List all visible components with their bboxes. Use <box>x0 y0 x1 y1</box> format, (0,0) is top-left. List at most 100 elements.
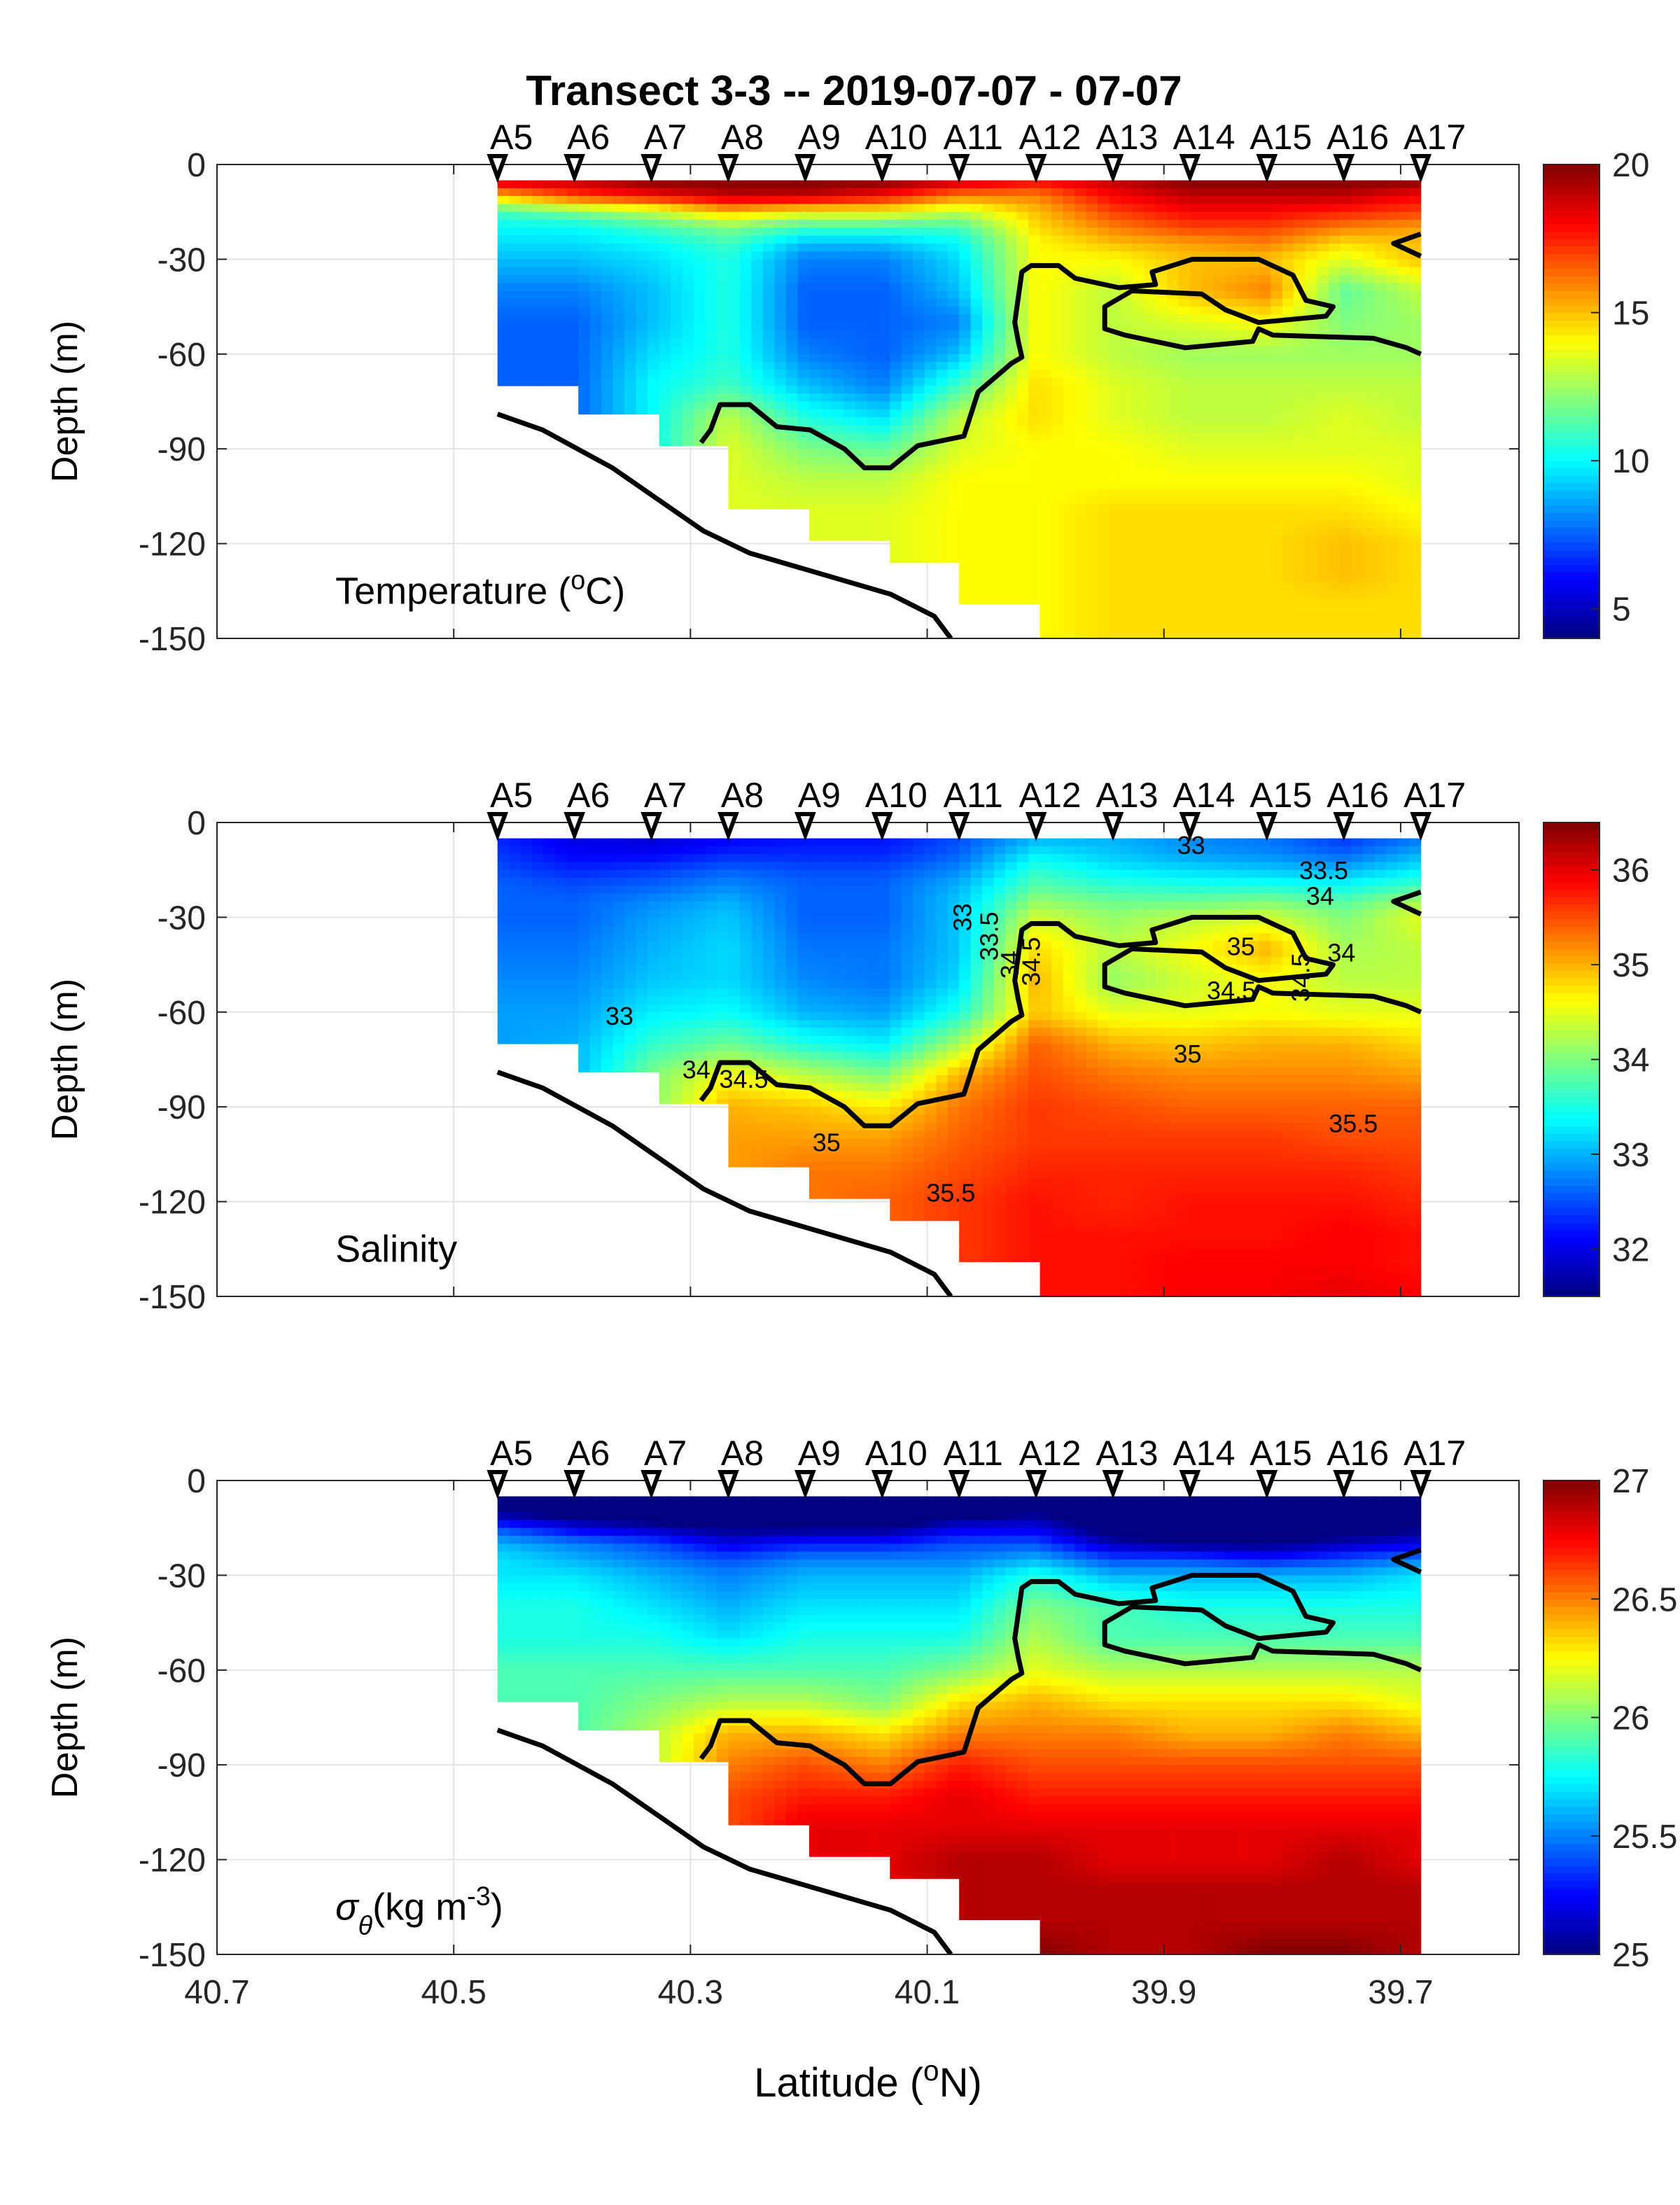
heatmap-cell <box>774 346 787 355</box>
heatmap-cell <box>924 519 937 528</box>
heatmap-cell <box>1363 559 1376 568</box>
heatmap-cell <box>705 243 718 252</box>
heatmap-cell <box>913 346 925 355</box>
heatmap-cell <box>970 417 983 426</box>
heatmap-cell <box>855 290 867 300</box>
heatmap-cell <box>1051 314 1064 323</box>
heatmap-cell <box>566 235 579 244</box>
heatmap-cell <box>890 211 902 220</box>
heatmap-cell <box>867 211 879 220</box>
heatmap-cell <box>924 243 937 252</box>
heatmap-cell <box>682 298 694 307</box>
heatmap-cell <box>785 188 798 197</box>
heatmap-cell <box>774 251 787 260</box>
heatmap-cell <box>1305 622 1317 631</box>
heatmap-cell <box>993 338 1006 347</box>
heatmap-cell <box>694 211 706 220</box>
heatmap-cell <box>1317 440 1329 449</box>
heatmap-cell <box>636 878 648 886</box>
heatmap-cell <box>648 869 660 878</box>
heatmap-cell <box>855 504 867 513</box>
heatmap-cell <box>1132 559 1144 568</box>
colorbar-step <box>1544 216 1600 225</box>
heatmap-cell <box>694 1020 706 1028</box>
heatmap-cell <box>1074 433 1087 442</box>
heatmap-cell <box>589 267 602 276</box>
heatmap-cell <box>890 227 902 237</box>
heatmap-cell <box>832 1130 844 1139</box>
heatmap-cell <box>1409 464 1422 473</box>
heatmap-cell <box>555 251 568 260</box>
heatmap-cell <box>1086 567 1098 576</box>
heatmap-cell <box>797 956 810 965</box>
heatmap-cell <box>820 322 833 331</box>
heatmap-cell <box>751 972 764 981</box>
heatmap-cell <box>832 393 844 402</box>
heatmap-cell <box>555 965 568 973</box>
heatmap-cell <box>1351 567 1364 576</box>
heatmap-cell <box>901 512 913 521</box>
heatmap-cell <box>1282 298 1294 307</box>
heatmap-cell <box>1155 409 1168 418</box>
heatmap-cell <box>1074 354 1087 363</box>
heatmap-cell <box>671 980 683 989</box>
heatmap-cell <box>566 869 579 878</box>
heatmap-cell <box>671 354 683 363</box>
heatmap-cell <box>1236 630 1248 638</box>
heatmap-cell <box>1109 180 1121 189</box>
heatmap-cell <box>751 227 764 237</box>
heatmap-cell <box>1317 401 1329 410</box>
heatmap-cell <box>1247 377 1260 386</box>
heatmap-cell <box>1224 536 1237 545</box>
heatmap-cell <box>520 290 533 300</box>
heatmap-cell <box>1270 235 1283 244</box>
heatmap-cell <box>497 235 510 244</box>
heatmap-cell <box>832 980 844 989</box>
axes-box <box>216 164 1520 639</box>
heatmap-cell <box>1270 417 1283 426</box>
heatmap-cell <box>808 1028 821 1037</box>
heatmap-cell <box>1028 290 1041 300</box>
heatmap-cell <box>808 1170 821 1179</box>
heatmap-cell <box>762 464 775 473</box>
heatmap-cell <box>520 354 533 363</box>
heatmap-cell <box>1155 425 1168 434</box>
heatmap-cell <box>1201 449 1214 458</box>
heatmap-cell <box>797 1122 810 1131</box>
heatmap-cell <box>1282 409 1294 418</box>
heatmap-cell <box>1305 204 1317 213</box>
heatmap-cell <box>1386 322 1399 331</box>
heatmap-cell <box>844 267 856 276</box>
heatmap-cell <box>497 307 510 315</box>
heatmap-cell <box>785 377 798 386</box>
heatmap-cell <box>924 472 937 481</box>
heatmap-cell <box>1397 480 1410 489</box>
heatmap-cell <box>785 227 798 237</box>
heatmap-cell <box>520 917 533 926</box>
colorbar-tick-label: 10 <box>1612 443 1649 480</box>
heatmap-cell <box>1374 385 1387 394</box>
heatmap-cell <box>1282 338 1294 347</box>
heatmap-cell <box>578 393 591 402</box>
heatmap-cell <box>808 933 821 941</box>
heatmap-cell <box>1189 449 1202 458</box>
heatmap-cell <box>1270 622 1283 631</box>
heatmap-cell <box>1201 235 1214 244</box>
heatmap-cell <box>936 267 948 276</box>
heatmap-cell <box>751 449 764 458</box>
heatmap-cell <box>497 290 510 300</box>
heatmap-cell <box>867 512 879 521</box>
heatmap-cell <box>1374 188 1387 197</box>
heatmap-cell <box>844 417 856 426</box>
heatmap-cell <box>774 322 787 331</box>
heatmap-cell <box>1386 464 1399 473</box>
heatmap-cell <box>1167 275 1180 284</box>
heatmap-cell <box>694 948 706 958</box>
heatmap-cell <box>878 362 890 370</box>
heatmap-cell <box>1098 630 1110 638</box>
heatmap-cell <box>1167 512 1180 521</box>
heatmap-cell <box>890 267 902 276</box>
heatmap-cell <box>717 1051 729 1060</box>
heatmap-cell <box>924 235 937 244</box>
heatmap-cell <box>808 1154 821 1163</box>
